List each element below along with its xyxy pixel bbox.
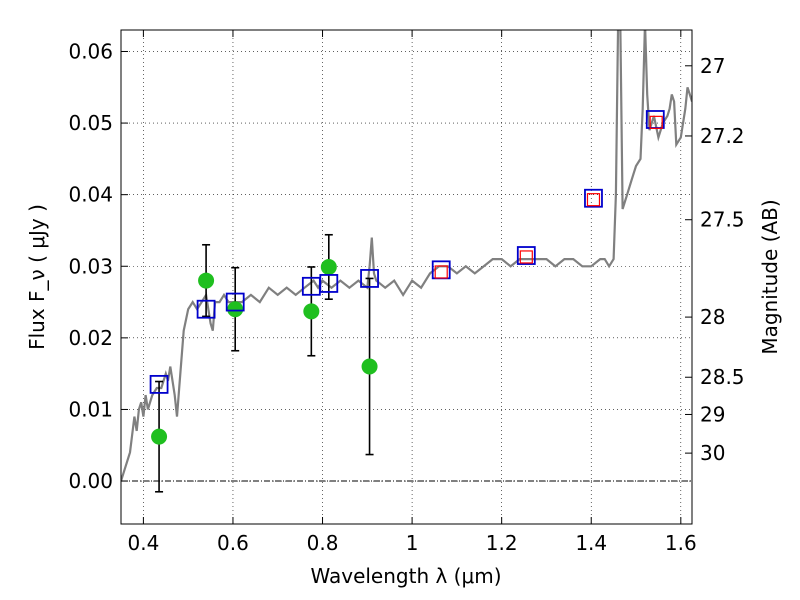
y2-tick-label: 27.2 [700, 124, 745, 148]
y-axis-ticks: 0.00 0.01 0.02 0.03 0.04 0.05 0.06 [68, 39, 128, 493]
x-tick-label: 0.6 [217, 531, 249, 555]
y2-tick-label: 27 [700, 54, 725, 78]
x-tick-label: 1 [406, 531, 419, 555]
x-tick-label: 1.2 [486, 531, 518, 555]
y2-tick-label: 28.5 [700, 365, 745, 389]
y-tick-label: 0.05 [68, 111, 113, 135]
model-flux-marker [516, 246, 536, 265]
y2-axis-label: Magnitude (AB) [758, 199, 782, 354]
y-tick-label: 0.04 [68, 183, 113, 207]
plot-frame [120, 29, 693, 525]
data-markers [149, 110, 665, 445]
x-axis-label: Wavelength λ (μm) [310, 564, 501, 588]
y2-axis-ticks: 27 27.2 27.5 28 28.5 29 30 [685, 54, 745, 465]
y-tick-label: 0.03 [68, 254, 113, 278]
model-flux-marker [225, 292, 245, 312]
model-flux-marker [584, 188, 603, 208]
ir-flux-marker [586, 193, 601, 207]
observed-point [303, 303, 320, 320]
model-flux-marker [319, 274, 339, 293]
y-tick-label: 0.02 [68, 326, 113, 350]
y2-tick-label: 28 [700, 305, 725, 329]
model-flux-marker [360, 269, 379, 288]
y-tick-label: 0.06 [68, 39, 113, 63]
y2-tick-label: 29 [700, 402, 725, 426]
observed-point [198, 272, 215, 289]
model-spectrum-line [121, 30, 692, 482]
y2-tick-label: 30 [700, 441, 725, 465]
y-tick-label: 0.00 [68, 469, 113, 493]
observed-point [151, 428, 168, 445]
observed-point [227, 301, 244, 318]
ir-flux-marker [434, 265, 448, 279]
ir-flux-marker [519, 250, 533, 264]
x-tick-label: 0.4 [127, 531, 159, 555]
y-tick-label: 0.01 [68, 397, 113, 421]
y2-tick-label: 27.5 [700, 208, 745, 232]
observed-point [361, 358, 378, 375]
model-flux-marker [149, 374, 169, 394]
ir-flux-marker [649, 115, 663, 129]
observed-point [320, 258, 337, 275]
x-tick-label: 1.6 [665, 531, 697, 555]
plot-background [121, 30, 692, 524]
x-axis-ticks: 0.4 0.6 0.8 1 1.2 1.4 1.6 [127, 30, 697, 555]
model-flux-marker [196, 299, 216, 319]
plot-area [121, 30, 692, 493]
x-tick-label: 1.4 [575, 531, 607, 555]
y-axis-label: Flux F_ν ( μJy ) [25, 204, 49, 350]
x-tick-label: 0.8 [307, 531, 339, 555]
